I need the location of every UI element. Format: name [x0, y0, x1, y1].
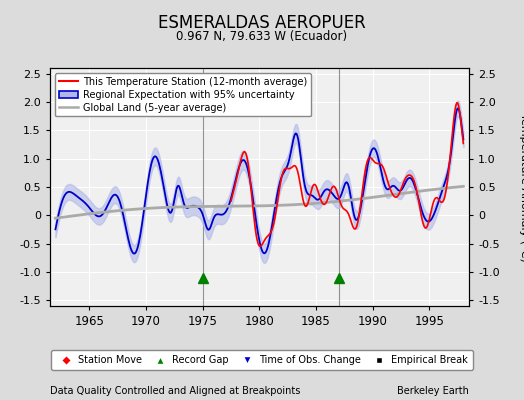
Text: 0.967 N, 79.633 W (Ecuador): 0.967 N, 79.633 W (Ecuador): [177, 30, 347, 43]
Y-axis label: Temperature Anomaly (°C): Temperature Anomaly (°C): [519, 113, 524, 261]
Text: Berkeley Earth: Berkeley Earth: [397, 386, 469, 396]
Text: Data Quality Controlled and Aligned at Breakpoints: Data Quality Controlled and Aligned at B…: [50, 386, 300, 396]
Legend: This Temperature Station (12-month average), Regional Expectation with 95% uncer: This Temperature Station (12-month avera…: [54, 73, 311, 116]
Text: ESMERALDAS AEROPUER: ESMERALDAS AEROPUER: [158, 14, 366, 32]
Legend: Station Move, Record Gap, Time of Obs. Change, Empirical Break: Station Move, Record Gap, Time of Obs. C…: [51, 350, 473, 370]
